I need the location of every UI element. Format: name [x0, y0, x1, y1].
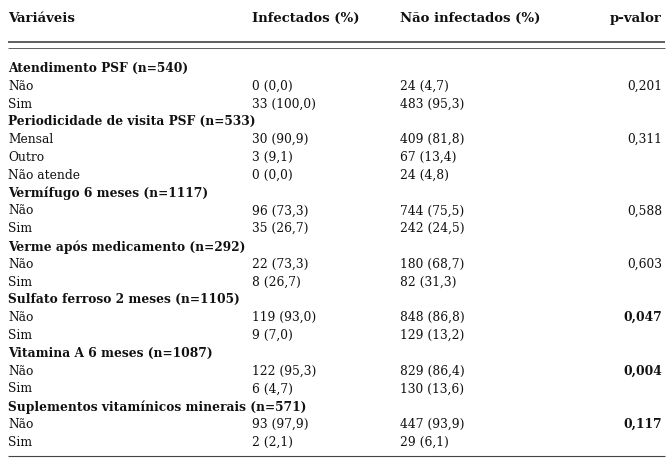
Text: Não: Não [8, 311, 34, 324]
Text: Vitamina A 6 meses (n=1087): Vitamina A 6 meses (n=1087) [8, 347, 213, 360]
Text: 0,201: 0,201 [627, 80, 662, 93]
Text: 447 (93,9): 447 (93,9) [400, 418, 464, 431]
Text: 848 (86,8): 848 (86,8) [400, 311, 464, 324]
Text: 2 (2,1): 2 (2,1) [252, 436, 293, 449]
Text: 30 (90,9): 30 (90,9) [252, 133, 308, 146]
Text: 29 (6,1): 29 (6,1) [400, 436, 449, 449]
Text: 242 (24,5): 242 (24,5) [400, 222, 464, 235]
Text: 3 (9,1): 3 (9,1) [252, 151, 293, 164]
Text: Vermífugo 6 meses (n=1117): Vermífugo 6 meses (n=1117) [8, 186, 208, 200]
Text: 0,311: 0,311 [627, 133, 662, 146]
Text: 0,603: 0,603 [627, 258, 662, 271]
Text: Suplementos vitamínicos minerais (n=571): Suplementos vitamínicos minerais (n=571) [8, 400, 306, 414]
Text: Sim: Sim [8, 98, 32, 110]
Text: 119 (93,0): 119 (93,0) [252, 311, 317, 324]
Text: Sim: Sim [8, 382, 32, 395]
Text: Sim: Sim [8, 329, 32, 342]
Text: 829 (86,4): 829 (86,4) [400, 365, 464, 377]
Text: 130 (13,6): 130 (13,6) [400, 382, 464, 395]
Text: Não: Não [8, 418, 34, 431]
Text: 9 (7,0): 9 (7,0) [252, 329, 293, 342]
Text: 744 (75,5): 744 (75,5) [400, 204, 464, 218]
Text: Mensal: Mensal [8, 133, 53, 146]
Text: Não: Não [8, 258, 34, 271]
Text: Sim: Sim [8, 276, 32, 289]
Text: 0,588: 0,588 [627, 204, 662, 218]
Text: 0,047: 0,047 [623, 311, 662, 324]
Text: Infectados (%): Infectados (%) [252, 12, 360, 25]
Text: Sim: Sim [8, 222, 32, 235]
Text: Não atende: Não atende [8, 169, 80, 182]
Text: 82 (31,3): 82 (31,3) [400, 276, 456, 289]
Text: 0 (0,0): 0 (0,0) [252, 169, 293, 182]
Text: 180 (68,7): 180 (68,7) [400, 258, 464, 271]
Text: 6 (4,7): 6 (4,7) [252, 382, 293, 395]
Text: 0 (0,0): 0 (0,0) [252, 80, 293, 93]
Text: 22 (73,3): 22 (73,3) [252, 258, 308, 271]
Text: p-valor: p-valor [610, 12, 662, 25]
Text: 122 (95,3): 122 (95,3) [252, 365, 317, 377]
Text: 93 (97,9): 93 (97,9) [252, 418, 308, 431]
Text: 409 (81,8): 409 (81,8) [400, 133, 464, 146]
Text: 24 (4,7): 24 (4,7) [400, 80, 449, 93]
Text: 96 (73,3): 96 (73,3) [252, 204, 308, 218]
Text: 8 (26,7): 8 (26,7) [252, 276, 301, 289]
Text: Não: Não [8, 80, 34, 93]
Text: 35 (26,7): 35 (26,7) [252, 222, 308, 235]
Text: Sulfato ferroso 2 meses (n=1105): Sulfato ferroso 2 meses (n=1105) [8, 294, 240, 306]
Text: Sim: Sim [8, 436, 32, 449]
Text: Outro: Outro [8, 151, 44, 164]
Text: 67 (13,4): 67 (13,4) [400, 151, 456, 164]
Text: 129 (13,2): 129 (13,2) [400, 329, 464, 342]
Text: Não: Não [8, 204, 34, 218]
Text: 0,004: 0,004 [623, 365, 662, 377]
Text: Periodicidade de visita PSF (n=533): Periodicidade de visita PSF (n=533) [8, 115, 255, 128]
Text: 483 (95,3): 483 (95,3) [400, 98, 464, 110]
Text: Atendimento PSF (n=540): Atendimento PSF (n=540) [8, 62, 188, 75]
Text: 0,117: 0,117 [624, 418, 662, 431]
Text: Variáveis: Variáveis [8, 12, 75, 25]
Text: Não infectados (%): Não infectados (%) [400, 12, 540, 25]
Text: Verme após medicamento (n=292): Verme após medicamento (n=292) [8, 240, 245, 253]
Text: Não: Não [8, 365, 34, 377]
Text: 33 (100,0): 33 (100,0) [252, 98, 316, 110]
Text: 24 (4,8): 24 (4,8) [400, 169, 449, 182]
